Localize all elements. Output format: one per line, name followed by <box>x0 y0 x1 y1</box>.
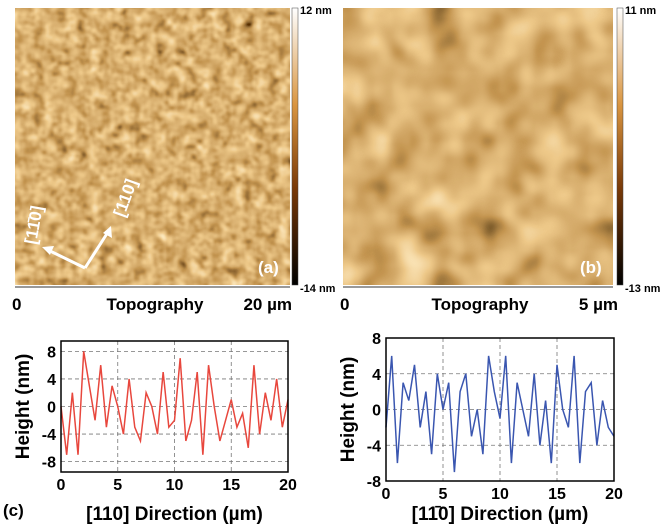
x-tick-label: 20 <box>279 477 297 494</box>
y-tick-label: -4 <box>367 438 381 455</box>
colorbar <box>291 7 299 286</box>
scale-max: 11 nm <box>625 5 656 17</box>
x-label: Topography <box>432 295 529 314</box>
y-tick-label: 8 <box>372 331 381 348</box>
colorbar <box>616 7 624 286</box>
y-tick-label: 8 <box>47 344 56 361</box>
panel-label: (a) <box>258 258 279 277</box>
panel-label: (c) <box>3 501 24 520</box>
y-tick-label: -8 <box>367 474 381 491</box>
x-tick-label: 0 <box>382 486 391 503</box>
scale-min: -13 nm <box>625 283 661 295</box>
x-axis-label: [11̄0] Direction (µm) <box>412 504 589 525</box>
x-label: Topography <box>107 295 204 314</box>
y-tick-label: -8 <box>42 455 56 472</box>
x-end: 5 µm <box>579 295 618 314</box>
plot-frame <box>385 337 615 482</box>
y-axis-label: Height (nm) <box>13 354 34 460</box>
x-tick-label: 5 <box>439 486 448 503</box>
x-tick-label: 15 <box>222 477 240 494</box>
afm-image <box>15 8 290 285</box>
panel-label: (b) <box>580 258 602 277</box>
x-axis-label: [110] Direction (µm) <box>86 504 263 525</box>
y-tick-label: 0 <box>372 403 381 420</box>
x-tick-label: 10 <box>491 486 509 503</box>
y-tick-label: 4 <box>47 372 56 389</box>
data-line <box>60 351 289 455</box>
x-tick-label: 20 <box>605 486 623 503</box>
x-start: 0 <box>340 295 349 314</box>
y-axis-label: Height (nm) <box>338 357 359 463</box>
plot-frame <box>60 340 289 473</box>
x-tick-label: 10 <box>166 477 184 494</box>
scale-max: 12 nm <box>300 5 332 17</box>
x-tick-label: 5 <box>113 477 122 494</box>
y-tick-label: 4 <box>372 367 381 384</box>
afm-image <box>343 8 613 285</box>
x-end: 20 µm <box>243 295 292 314</box>
x-tick-label: 0 <box>57 477 66 494</box>
x-start: 0 <box>12 295 21 314</box>
y-tick-label: 0 <box>47 400 56 417</box>
scale-min: -14 nm <box>300 283 336 295</box>
data-line <box>385 355 615 473</box>
y-tick-label: -4 <box>42 427 56 444</box>
x-tick-label: 15 <box>548 486 566 503</box>
direction-arrows <box>42 226 112 270</box>
